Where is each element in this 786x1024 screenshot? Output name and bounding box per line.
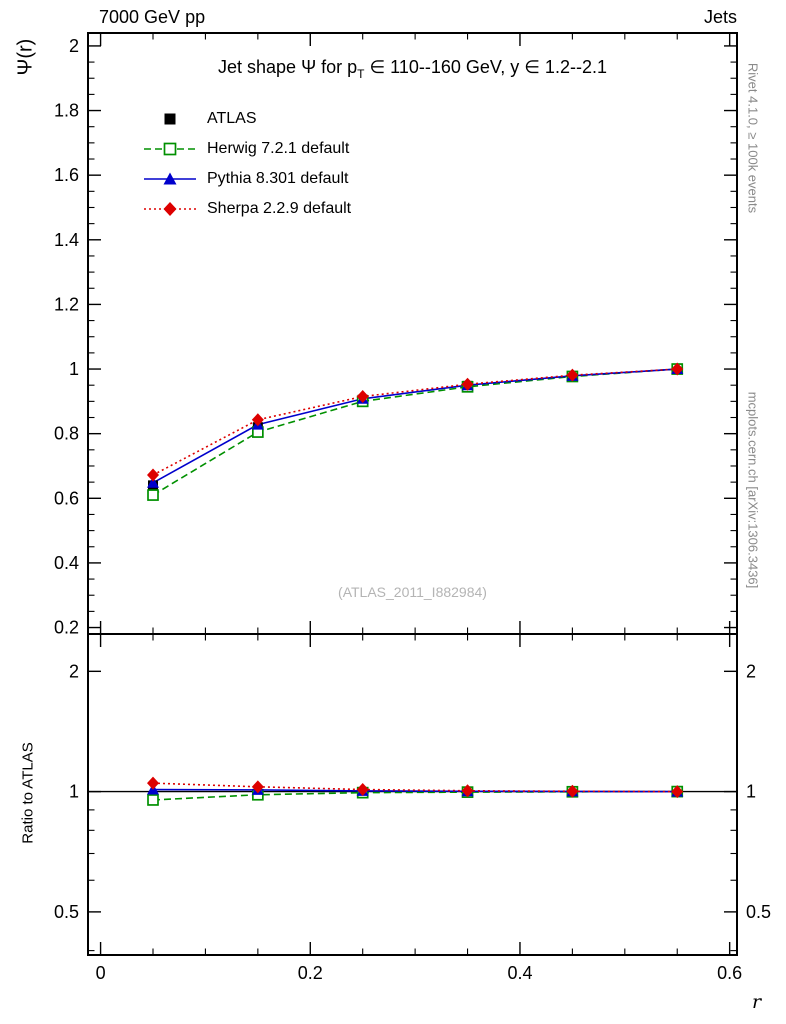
series-points-sherpa — [147, 362, 684, 482]
svg-text:1.2: 1.2 — [54, 294, 79, 314]
plot-title-pre: Jet shape Ψ for p — [218, 57, 358, 77]
svg-text:1: 1 — [746, 782, 756, 802]
svg-text:0.6: 0.6 — [717, 963, 742, 983]
svg-text:1: 1 — [69, 359, 79, 379]
y-axis-label-main: Ψ(r) — [14, 38, 37, 76]
legend-marker-sherpa-icon — [144, 202, 196, 216]
legend-item-herwig: Herwig 7.2.1 default — [144, 134, 351, 164]
svg-text:0.6: 0.6 — [54, 488, 79, 508]
rivet-version-note: Rivet 4.1.0, ≥ 100k events — [745, 62, 761, 214]
svg-text:1.8: 1.8 — [54, 101, 79, 121]
legend-label-sherpa: Sherpa 2.2.9 default — [207, 200, 352, 217]
svg-text:2: 2 — [746, 661, 756, 681]
legend-label-atlas: ATLAS — [207, 110, 257, 127]
analysis-group-label: Jets — [703, 7, 737, 27]
legend-item-atlas: ATLAS — [144, 104, 351, 134]
ratio-line-sherpa — [152, 782, 678, 793]
plot-title: Jet shape Ψ for pT ∈ 110--160 GeV, y ∈ 1… — [88, 57, 737, 81]
ratio-line-herwig — [152, 790, 678, 801]
legend-item-sherpa: Sherpa 2.2.9 default — [144, 194, 351, 224]
legend-label-herwig: Herwig 7.2.1 default — [207, 140, 350, 157]
series-points-atlas — [148, 364, 683, 491]
y-axis-label-ratio: Ratio to ATLAS — [19, 742, 37, 844]
x-axis-label: r — [752, 991, 762, 1013]
series-line-herwig — [152, 368, 678, 496]
legend-item-pythia: Pythia 8.301 default — [144, 164, 351, 194]
svg-text:2: 2 — [69, 36, 79, 56]
legend-marker-herwig-icon — [144, 142, 196, 156]
svg-text:0.8: 0.8 — [54, 424, 79, 444]
svg-text:0: 0 — [96, 963, 106, 983]
legend-marker-pythia-icon — [144, 172, 196, 185]
svg-text:2: 2 — [69, 661, 79, 681]
svg-text:1: 1 — [69, 782, 79, 802]
svg-text:0.2: 0.2 — [298, 963, 323, 983]
beam-energy-label: 7000 GeV pp — [99, 7, 206, 27]
series-points-herwig — [147, 363, 684, 501]
svg-text:0.4: 0.4 — [507, 963, 532, 983]
plot-title-subscript: T — [357, 67, 365, 81]
axes: 0 0.2 0.4 0.6 0.2 0.4 0.6 0.8 1 1.2 1.4 1.6 1.8 2 0.5 0… — [54, 32, 771, 983]
ratio-points-sherpa — [147, 776, 684, 799]
legend-marker-atlas-icon — [164, 113, 176, 125]
series-points-pythia — [147, 363, 684, 488]
legend: ATLAS Herwig 7.2.1 default Pythia 8.301 de… — [144, 104, 351, 224]
series-line-sherpa — [152, 368, 678, 476]
svg-text:0.5: 0.5 — [54, 902, 79, 922]
series-line-pythia — [152, 368, 678, 484]
analysis-id-watermark: (ATLAS_2011_I882984) — [338, 584, 487, 600]
plot-title-post: ∈ 110--160 GeV, y ∈ 1.2--2.1 — [364, 57, 607, 77]
svg-text:1.6: 1.6 — [54, 165, 79, 185]
svg-text:1.4: 1.4 — [54, 230, 79, 250]
legend-label-pythia: Pythia 8.301 default — [207, 170, 349, 187]
mcplots-attribution-note: mcplots.cern.ch [arXiv:1306.3436] — [745, 391, 761, 589]
svg-text:0.5: 0.5 — [746, 902, 771, 922]
series-layer — [88, 362, 737, 806]
svg-text:0.2: 0.2 — [54, 618, 79, 638]
svg-text:0.4: 0.4 — [54, 553, 79, 573]
